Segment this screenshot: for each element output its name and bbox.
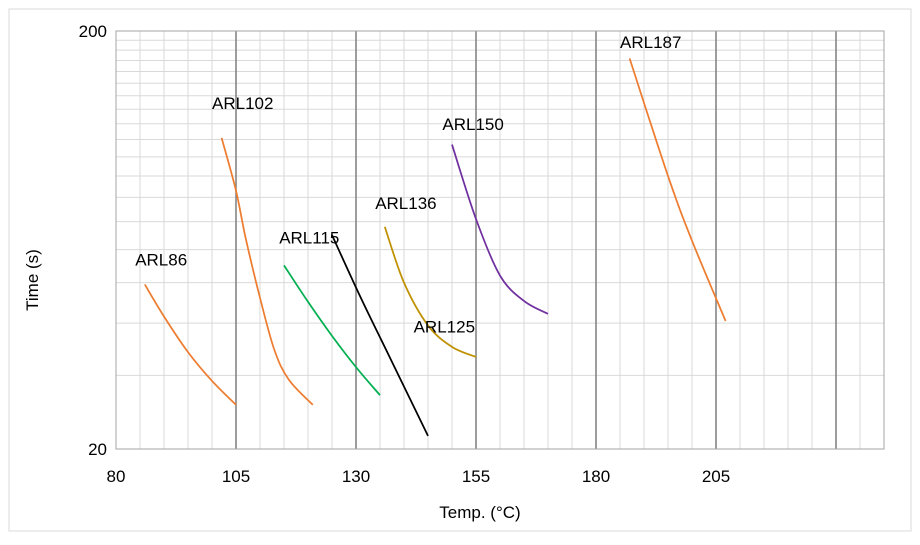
x-axis-tick-labels: 80 105 130 155 180 205 (107, 467, 731, 486)
y-tick-label: 200 (79, 22, 107, 41)
series-label-arl150: ARL150 (442, 115, 503, 134)
x-tick-label: 155 (462, 467, 490, 486)
series-line-arl187 (628, 58, 727, 322)
series-line-arl136 (383, 226, 477, 358)
x-tick-label: 180 (582, 467, 610, 486)
series-line-arl102 (220, 137, 314, 406)
series-lines (144, 58, 727, 437)
x-tick-label: 205 (702, 467, 730, 486)
series-label-arl125: ARL125 (414, 317, 475, 336)
x-tick-label: 80 (107, 467, 126, 486)
series-line-unlabeled-6 (331, 234, 429, 437)
series-label-arl86: ARL86 (135, 250, 187, 269)
series-label-arl115: ARL115 (279, 229, 339, 248)
series-line-arl150 (451, 144, 549, 315)
plot-area-border (115, 30, 885, 450)
y-axis-title: Time (s) (23, 249, 42, 311)
x-axis-title: Temp. (°C) (439, 503, 520, 522)
x-tick-label: 130 (342, 467, 370, 486)
series-labels: ARL86 ARL102 ARL115 ARL125 ARL136 ARL150 ARL18… (135, 33, 681, 336)
major-gridlines (235, 31, 837, 449)
series-line-arl115 (283, 264, 381, 396)
chart-frame (8, 8, 912, 532)
y-axis-tick-labels: 20 200 (79, 22, 107, 459)
series-label-arl102: ARL102 (212, 94, 273, 113)
x-tick-label: 105 (222, 467, 250, 486)
y-tick-label: 20 (88, 440, 107, 459)
series-label-arl136: ARL136 (375, 194, 436, 213)
series-label-arl187: ARL187 (620, 33, 681, 52)
minor-gridlines (116, 31, 884, 449)
series-line-arl86 (144, 284, 237, 406)
